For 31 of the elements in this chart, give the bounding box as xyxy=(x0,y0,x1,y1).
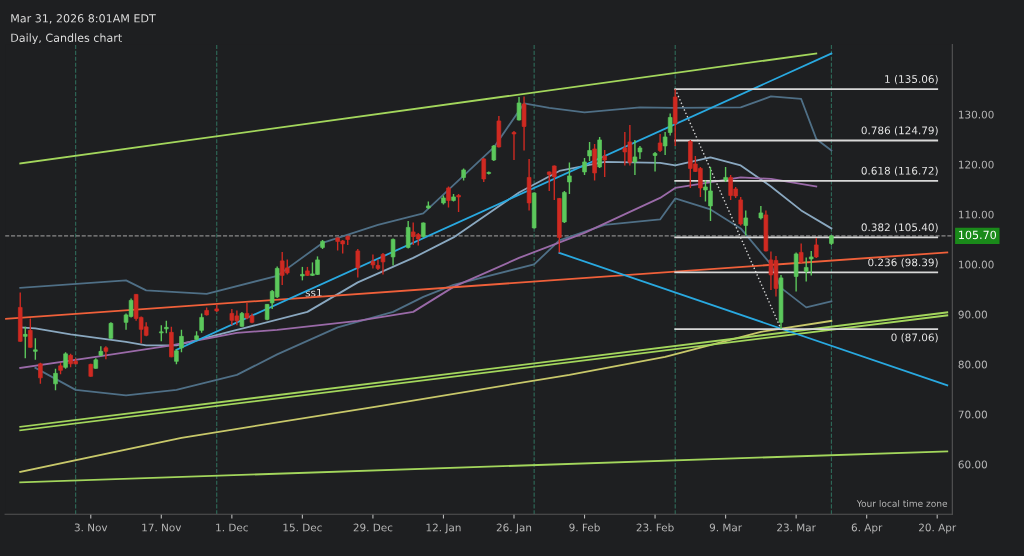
x-tick-label: 6. Apr xyxy=(851,523,883,534)
x-tick-label: 23. Mar xyxy=(777,523,816,532)
chart-title: Daily, Candles chart xyxy=(11,33,122,45)
x-tick-label: 29. Dec xyxy=(353,523,393,532)
y-tick-label: 120.00 xyxy=(959,160,994,169)
annotation: 0 (87.06) xyxy=(891,333,938,343)
x-tick-label: 9. Mar xyxy=(709,523,743,532)
annotation: 0.236 (98.39) xyxy=(868,258,938,268)
y-tick-label: 130.00 xyxy=(959,110,994,119)
y-tick-label: 80.00 xyxy=(958,360,987,369)
x-tick-label: 23. Feb xyxy=(636,523,674,532)
y-tick-label: 110.00 xyxy=(959,210,994,219)
y-tick-label: 90.00 xyxy=(958,310,987,319)
y-tick-label: 60.00 xyxy=(958,460,987,469)
chart-subtitle: Mar 31, 2026 8:01AM EDT xyxy=(11,14,156,24)
ref-line-label: 105.70 xyxy=(959,230,997,240)
annotation: 0.382 (105.40) xyxy=(861,223,938,233)
x-tick-label: 3. Nov xyxy=(74,523,108,532)
x-tick-label: 9. Feb xyxy=(569,523,600,532)
x-tick-label: 12. Jan xyxy=(426,523,461,534)
x-tick-label: 20. Apr xyxy=(919,523,957,534)
annotation: 0.618 (116.72) xyxy=(861,166,938,176)
x-tick-label: 26. Jan xyxy=(496,523,532,534)
x-tick-label: 1. Dec xyxy=(216,523,248,532)
x-tick-label: 15. Dec xyxy=(283,523,322,532)
y-tick-label: 100.00 xyxy=(959,260,994,269)
y-tick-label: 70.00 xyxy=(958,410,987,419)
annotation: 1 (135.06) xyxy=(885,74,938,85)
x-tick-label: 17. Nov xyxy=(142,523,182,532)
annotation: Your local time zone xyxy=(856,499,948,507)
annotation: 0.786 (124.79) xyxy=(861,126,938,136)
